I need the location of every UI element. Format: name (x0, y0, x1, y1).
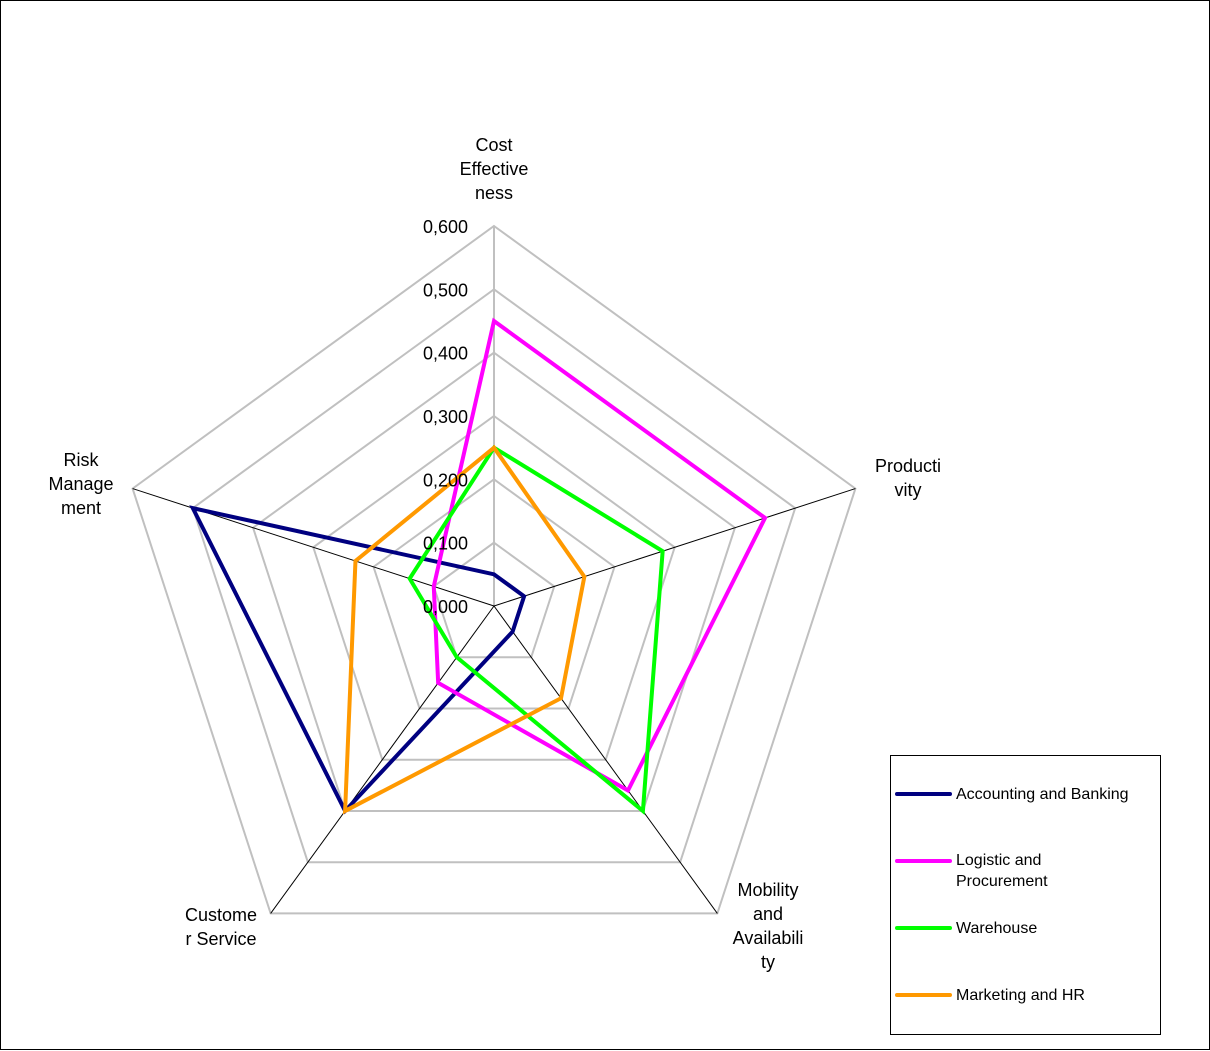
legend-swatch (895, 792, 952, 796)
category-label: Risk (64, 450, 100, 470)
category-label: ment (61, 498, 101, 518)
category-label: Effective (460, 159, 529, 179)
series-line (407, 444, 665, 815)
category-label: Manage (48, 474, 113, 494)
axis-spoke (493, 605, 718, 914)
grid-ring (251, 351, 737, 812)
series-lines (189, 317, 768, 815)
legend-swatch (895, 993, 952, 997)
axis-spoke (493, 488, 856, 607)
tick-label: 0,600 (423, 217, 468, 237)
grid-ring (432, 541, 556, 659)
category-label: and (753, 904, 783, 924)
category-label: Cost (475, 135, 512, 155)
grid-ring (191, 288, 797, 864)
tick-label: 0,200 (423, 470, 468, 490)
series-line (431, 317, 768, 794)
value-axis-ticks: 0,000 0,100 0,200 0,300 0,400 0,500 0,600 (423, 217, 468, 617)
legend-swatch (895, 859, 952, 863)
grid-ring (312, 414, 676, 761)
legend-label: Warehouse (956, 920, 1038, 937)
category-label: Producti (875, 456, 941, 476)
category-label: Availabili (733, 928, 804, 948)
tick-label: 0,000 (423, 597, 468, 617)
tick-label: 0,300 (423, 407, 468, 427)
radar-grid (131, 224, 857, 915)
legend-label: Logistic and Procurement (956, 852, 1048, 890)
category-label: ty (761, 952, 775, 972)
legend-label: Accounting and Banking (956, 786, 1129, 803)
category-label: vity (895, 480, 922, 500)
legend: Accounting and Banking Logistic and Proc… (890, 755, 1161, 1035)
category-label: Custome (185, 905, 257, 925)
series-line (189, 505, 527, 815)
tick-label: 0,500 (423, 280, 468, 300)
grid-ring (131, 224, 857, 915)
category-labels: Cost Effective ness Producti vity Mobility and… (48, 135, 941, 972)
category-label: Mobility (737, 880, 798, 900)
tick-label: 0,100 (423, 534, 468, 554)
legend-swatch (895, 926, 952, 930)
legend-label: Marketing and HR (956, 987, 1085, 1004)
category-label: r Service (185, 929, 256, 949)
category-label: ness (475, 183, 513, 203)
series-line (342, 444, 587, 815)
tick-label: 0,400 (423, 344, 468, 364)
